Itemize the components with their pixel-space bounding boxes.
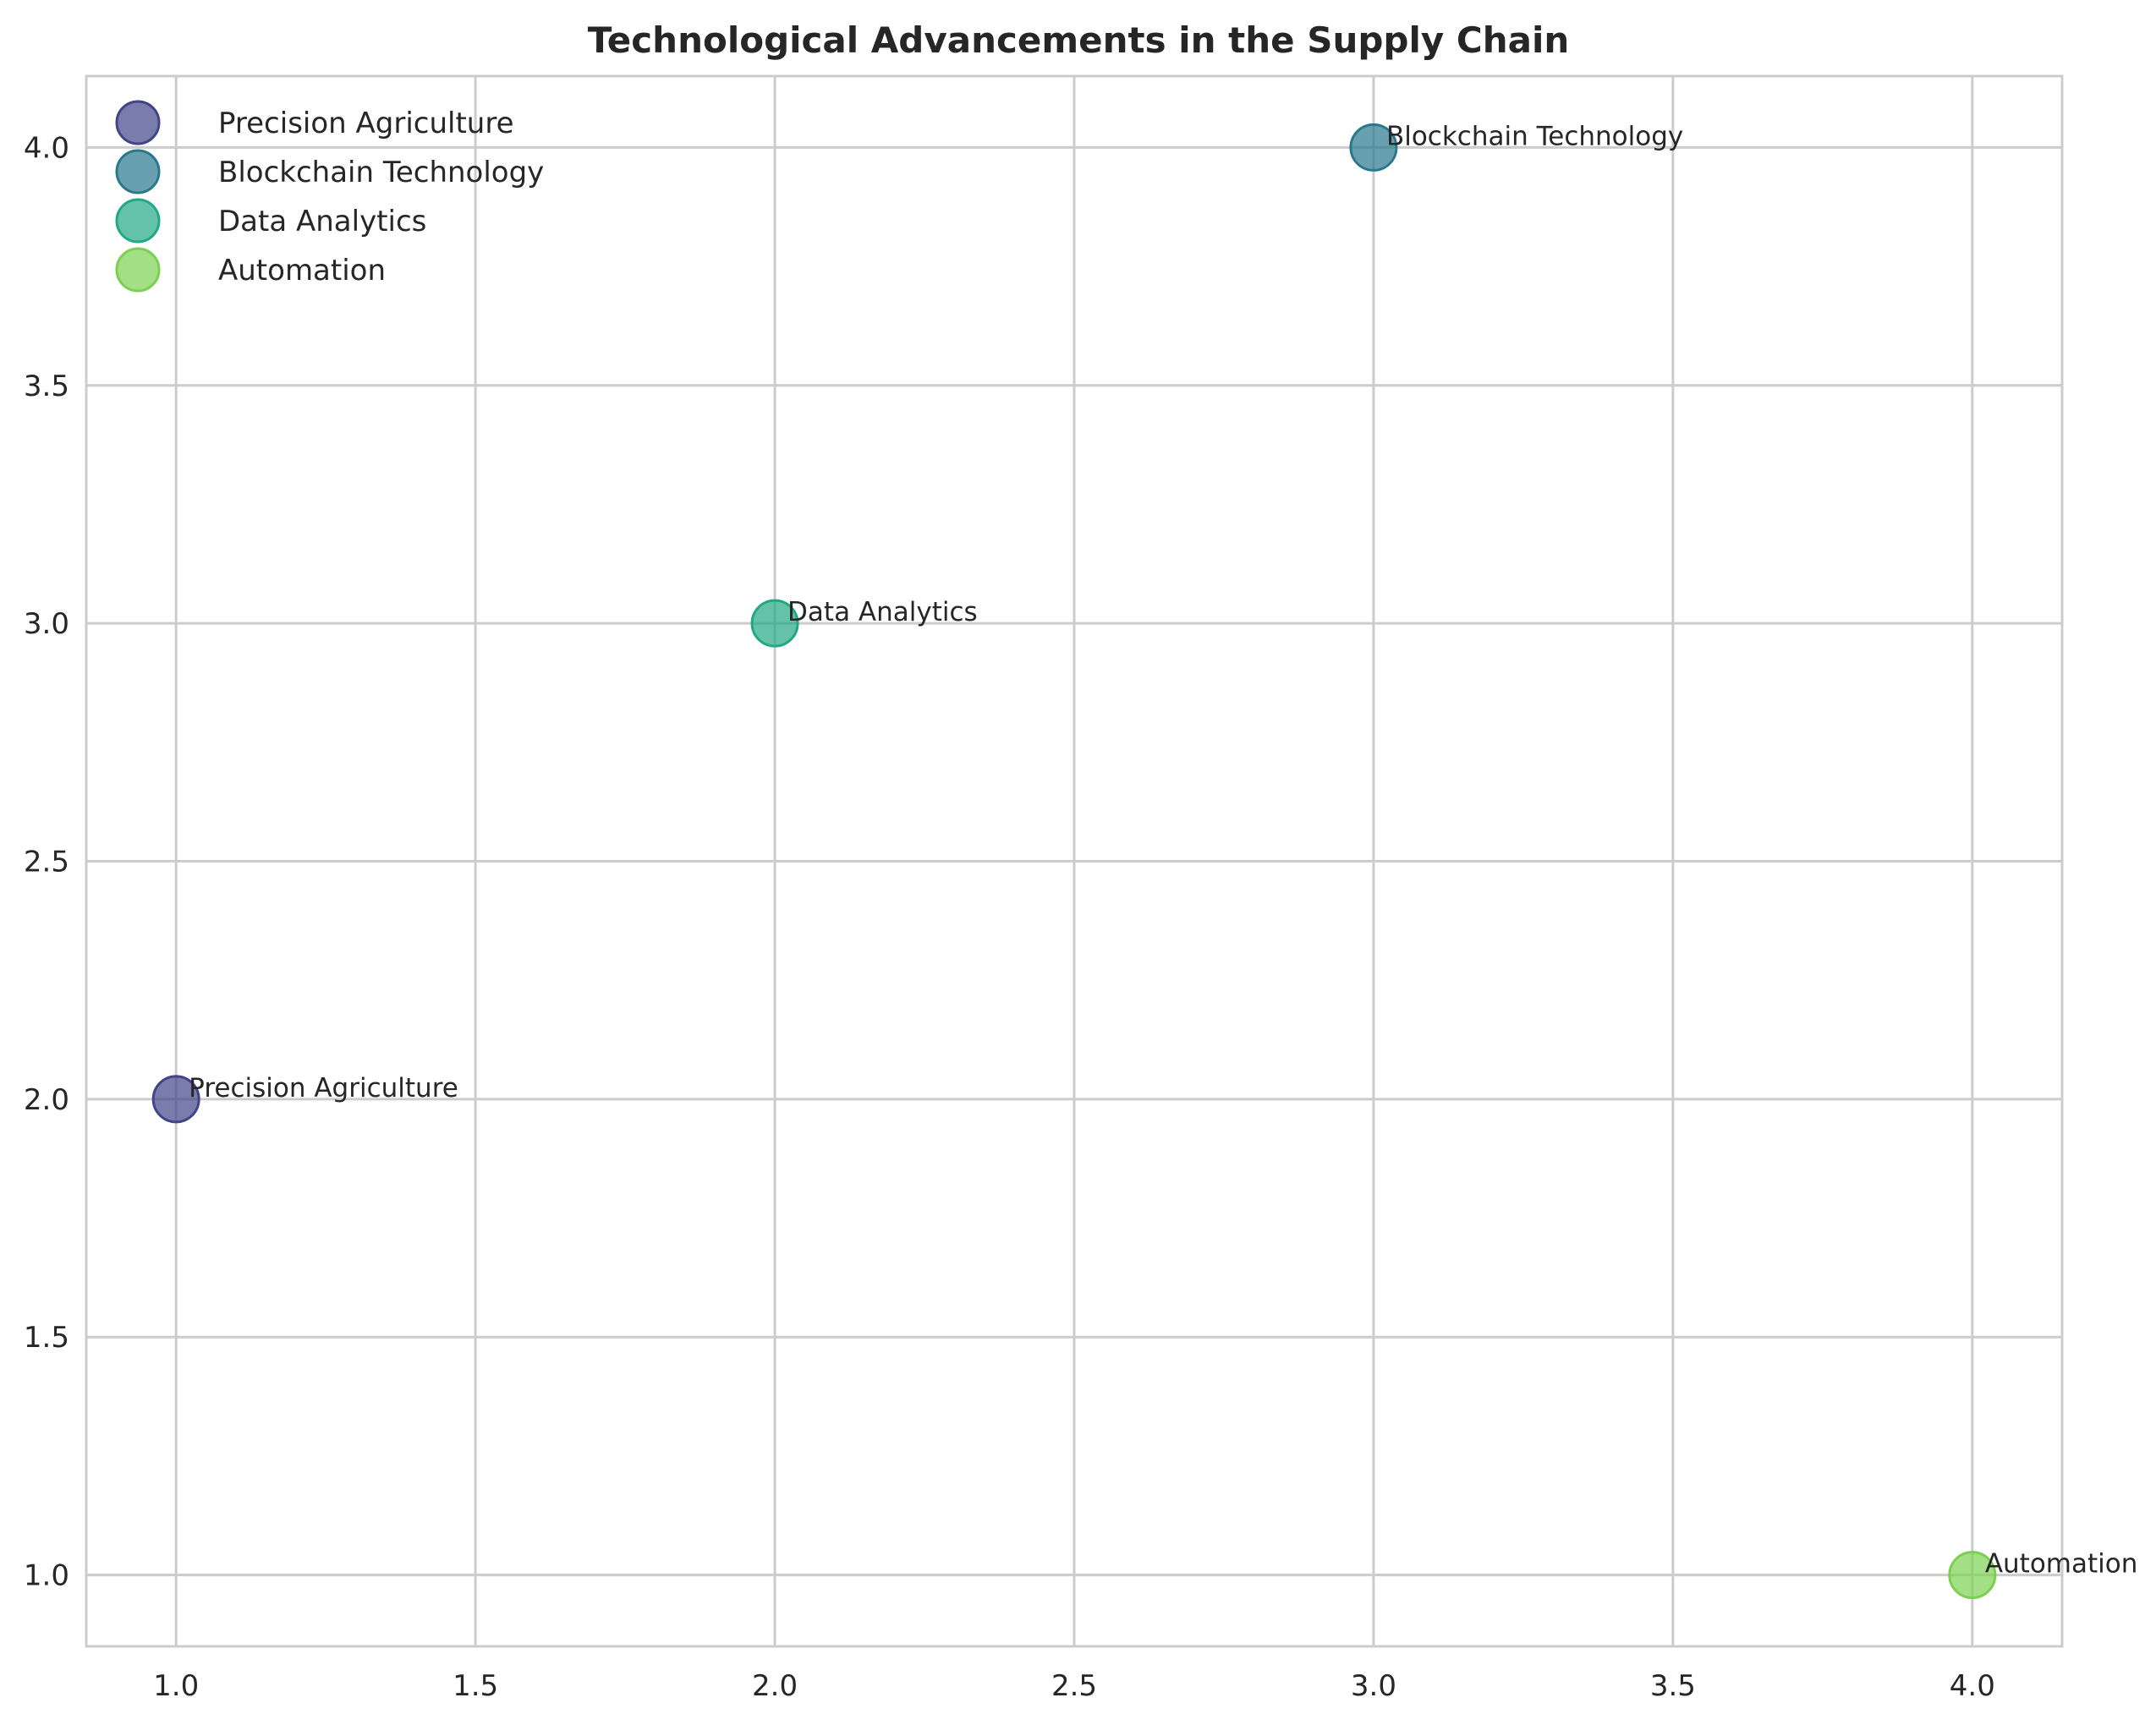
- legend-marker: [115, 198, 161, 244]
- y-tick-label: 2.0: [24, 1083, 69, 1117]
- x-tick-label: 3.0: [1351, 1669, 1396, 1703]
- data-points: [151, 123, 1997, 1600]
- data-label: Data Analytics: [787, 597, 978, 627]
- legend-label: Blockchain Technology: [218, 156, 544, 189]
- data-point: [151, 1075, 200, 1124]
- x-tick-label: 1.5: [453, 1669, 498, 1703]
- legend-marker: [115, 247, 161, 293]
- y-tick-label: 1.0: [24, 1559, 69, 1593]
- x-tick-label: 4.0: [1950, 1669, 1995, 1703]
- legend-marker: [115, 149, 161, 194]
- y-tick-label: 3.5: [24, 370, 69, 403]
- chart-title: Technological Advancements in the Supply…: [588, 19, 1570, 61]
- x-tick-label: 3.5: [1650, 1669, 1696, 1703]
- data-point: [1349, 123, 1398, 172]
- data-point: [1948, 1551, 1997, 1600]
- legend-marker: [115, 100, 161, 145]
- legend-label: Precision Agriculture: [218, 107, 514, 140]
- plot-frame: [85, 74, 2064, 1648]
- legend: Precision Agriculture Blockchain Technolo…: [115, 100, 544, 293]
- y-tick-label: 1.5: [24, 1321, 69, 1355]
- legend-label: Data Analytics: [218, 205, 426, 238]
- y-tick-label: 2.5: [24, 846, 69, 879]
- x-tick-label: 2.0: [752, 1669, 798, 1703]
- grid-lines: [86, 76, 2062, 1646]
- y-tick-label: 3.0: [24, 607, 69, 641]
- data-label: Blockchain Technology: [1386, 121, 1683, 151]
- data-point: [750, 599, 799, 648]
- legend-label: Automation: [218, 254, 386, 287]
- x-tick-label: 2.5: [1051, 1669, 1097, 1703]
- data-label: Automation: [1985, 1549, 2138, 1580]
- data-label: Precision Agriculture: [189, 1073, 458, 1103]
- point-annotations: Precision Agriculture Blockchain Technolo…: [189, 121, 2137, 1579]
- x-tick-label: 1.0: [153, 1669, 199, 1703]
- tick-labels: 1.0 1.5 2.0 2.5 3.0 3.5 4.0 1.0 1.5 2.0 2.5 3.0 3.5 4…: [24, 131, 1995, 1703]
- y-tick-label: 4.0: [24, 131, 69, 165]
